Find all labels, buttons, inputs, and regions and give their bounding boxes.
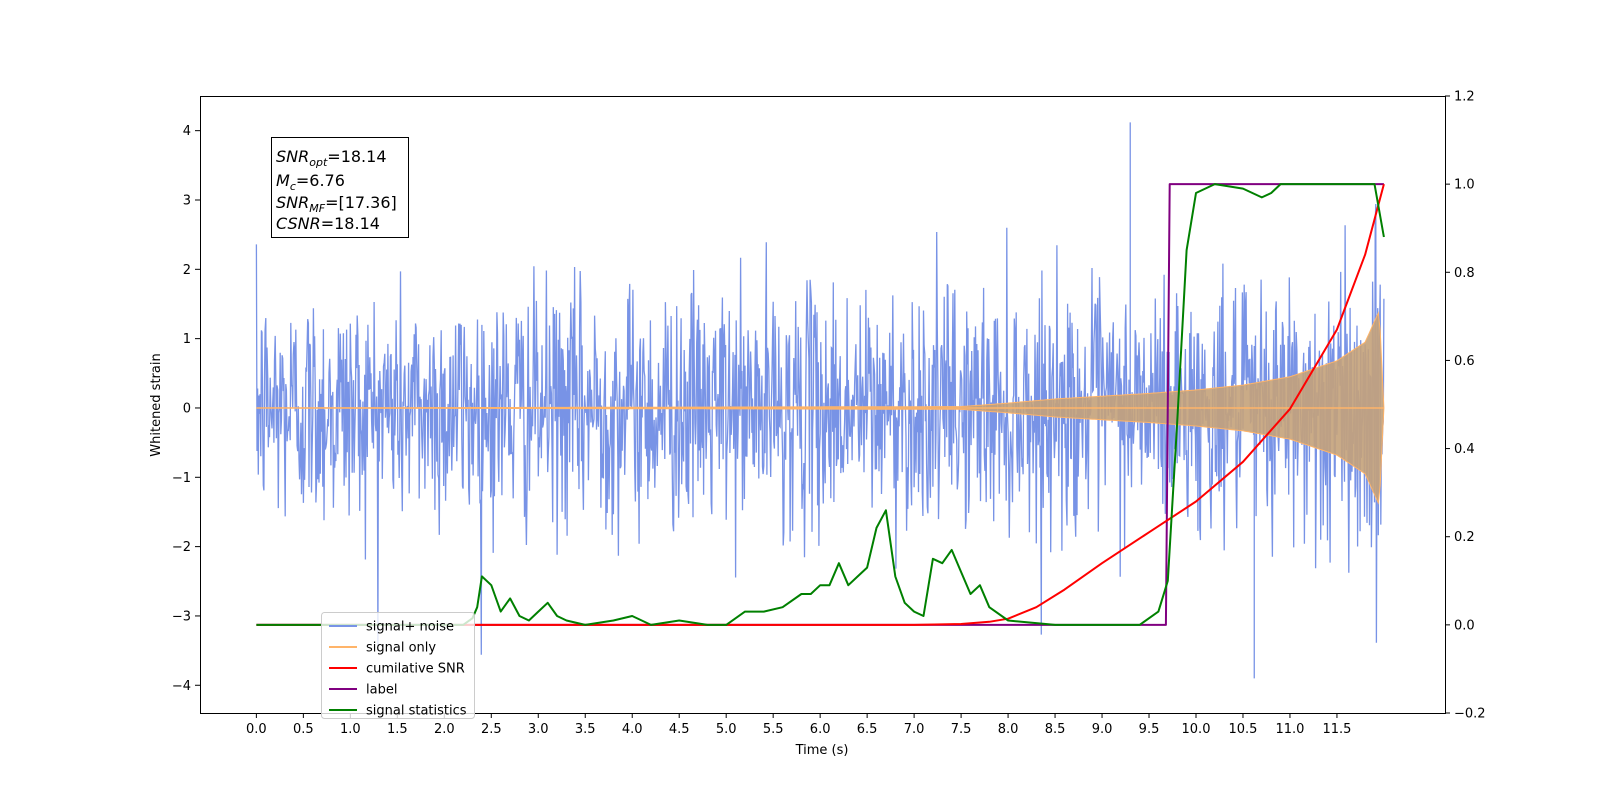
annotation-mc: Mc=6.76 xyxy=(276,171,345,193)
x-tick-label: 5.0 xyxy=(716,722,737,737)
x-tick-label: 3.5 xyxy=(575,722,596,737)
x-tick-label: 9.0 xyxy=(1092,722,1113,737)
x-tick-label: 0.5 xyxy=(293,722,314,737)
y-tick-label-right: 1.0 xyxy=(1454,178,1475,193)
annotation-snr-opt: SNRopt=18.14 xyxy=(276,147,387,169)
series-signal-noise xyxy=(255,203,1385,655)
x-tick-label: 11.0 xyxy=(1275,722,1304,737)
y-tick-label-right: −0.2 xyxy=(1454,707,1486,722)
x-tick-label: 4.0 xyxy=(622,722,643,737)
legend: signal+ noise signal only cumilative SNR la… xyxy=(321,612,475,719)
x-tick-label: 8.0 xyxy=(998,722,1019,737)
series-layer xyxy=(255,122,1385,679)
y-ticks-left: −4 −3 −2 −1 0 1 2 3 4 xyxy=(172,124,200,694)
y-tick-label-left: 3 xyxy=(183,193,191,208)
x-tick-label: 6.5 xyxy=(857,722,878,737)
series-signal-statistics xyxy=(256,183,1385,626)
series-cumilative-snr xyxy=(256,183,1385,626)
x-tick-label: 8.5 xyxy=(1045,722,1066,737)
x-tick-label: 6.0 xyxy=(810,722,831,737)
y-tick-label-right: 0.8 xyxy=(1454,266,1475,281)
annotation-csnr: CSNR=18.14 xyxy=(276,214,380,233)
legend-entry: signal only xyxy=(366,641,436,656)
legend-entry: signal statistics xyxy=(366,704,467,719)
x-tick-label: 1.5 xyxy=(387,722,408,737)
x-tick-label: 2.0 xyxy=(434,722,455,737)
x-tick-label: 7.5 xyxy=(951,722,972,737)
y-tick-label-left: −4 xyxy=(172,679,191,694)
y-tick-label-right: 0.4 xyxy=(1454,442,1475,457)
legend-entry: label xyxy=(366,683,397,698)
annotation-snr-mf: SNRMF=[17.36] xyxy=(276,193,397,215)
y-tick-label-left: 1 xyxy=(183,332,191,347)
y-tick-label-right: 0.2 xyxy=(1454,530,1475,545)
x-tick-label: 11.5 xyxy=(1322,722,1351,737)
y-tick-label-right: 0.0 xyxy=(1454,618,1475,633)
legend-entry: signal+ noise xyxy=(366,620,454,635)
plot-frame xyxy=(200,96,1446,714)
y-ticks-right: −0.2 0.0 0.2 0.4 0.6 0.8 1.0 1.2 xyxy=(1445,90,1486,722)
y-tick-label-left: −1 xyxy=(172,471,191,486)
x-tick-label: 2.5 xyxy=(481,722,502,737)
x-tick-label: 3.0 xyxy=(528,722,549,737)
y-tick-label-left: 4 xyxy=(183,124,191,139)
x-tick-label: 7.0 xyxy=(904,722,925,737)
y-tick-label-left: −2 xyxy=(172,540,191,555)
x-tick-label: 4.5 xyxy=(669,722,690,737)
legend-entry: cumilative SNR xyxy=(366,662,465,677)
x-tick-label: 10.5 xyxy=(1229,722,1258,737)
y-tick-label-right: 1.2 xyxy=(1454,90,1475,105)
x-axis-label: Time (s) xyxy=(795,743,849,758)
y-tick-label-left: 0 xyxy=(183,401,191,416)
x-tick-label: 10.0 xyxy=(1182,722,1211,737)
y-tick-label-left: 2 xyxy=(183,263,191,278)
y-tick-label-right: 0.6 xyxy=(1454,354,1475,369)
x-tick-label: 1.0 xyxy=(340,722,361,737)
legend-box xyxy=(321,612,475,719)
x-tick-label: 5.5 xyxy=(763,722,784,737)
y-axis-label: Whitened strain xyxy=(149,353,164,456)
x-tick-label: 0.0 xyxy=(246,722,267,737)
annotation-box: SNRopt=18.14 Mc=6.76 SNRMF=[17.36] CSNR=… xyxy=(271,137,409,238)
x-ticks: 0.0 0.5 1.0 1.5 2.0 2.5 3.0 3.5 4.0 4.5 5.0 5.5 6.0 6… xyxy=(246,713,1351,737)
y-tick-label-left: −3 xyxy=(172,609,191,624)
x-tick-label: 9.5 xyxy=(1139,722,1160,737)
